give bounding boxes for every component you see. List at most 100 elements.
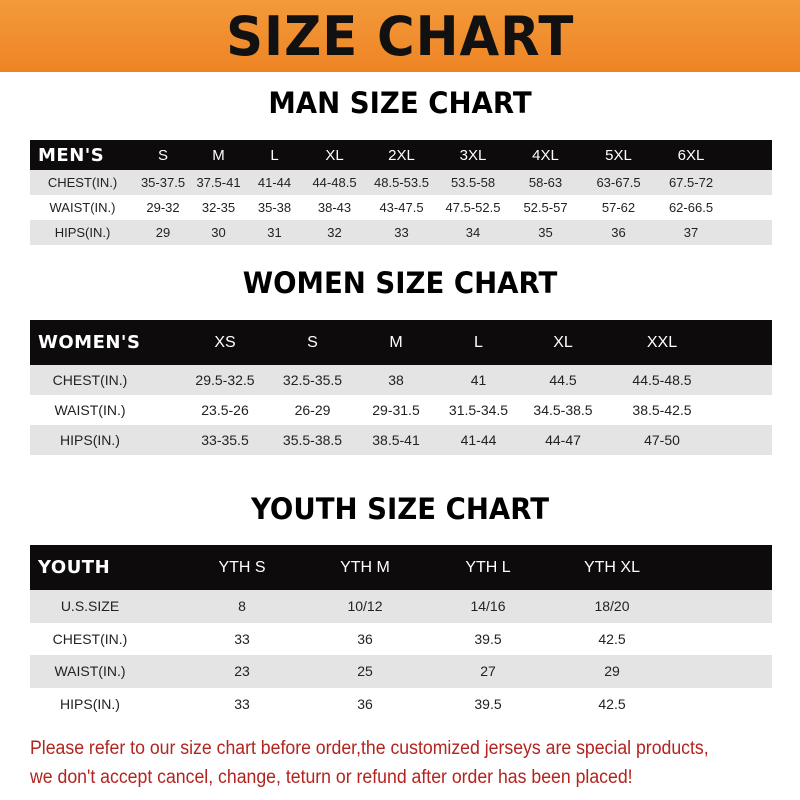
table-cell: 18/20 — [594, 598, 630, 615]
table-cell: 31 — [267, 225, 282, 240]
table-cell: 8 — [238, 598, 246, 615]
size-header-cell: YTH XL — [583, 558, 640, 576]
table-row: WAIST(IN.) 23 25 27 29 — [30, 655, 772, 688]
row-label: CHEST(IN.) — [52, 630, 128, 647]
row-label: HIPS(IN.) — [60, 695, 120, 712]
size-header-cell: XL — [325, 146, 344, 164]
size-header-cell: YTH S — [218, 558, 266, 576]
table-cell: 52.5-57 — [523, 200, 568, 215]
table-cell: 29 — [604, 663, 620, 680]
table-cell: 27 — [480, 663, 496, 680]
table-row: HIPS(IN.) 29 30 31 32 33 34 35 36 37 — [30, 220, 772, 245]
table-cell: 41-44 — [257, 175, 292, 190]
size-header-cell: XXL — [646, 333, 678, 351]
size-header-cell: XL — [553, 333, 573, 351]
table-cell: 32-35 — [201, 200, 236, 215]
row-label: CHEST(IN.) — [52, 372, 128, 388]
table-cell: 53.5-58 — [450, 175, 496, 190]
table-cell: 47-50 — [644, 432, 680, 448]
order-notice-line-2: we don't accept cancel, change, teturn o… — [30, 767, 633, 788]
table-cell: 44.5-48.5 — [632, 372, 692, 388]
women-size-table: WOMEN'S XS S M L XL XXL CHEST(IN.) 29.5-32.5 32.5… — [30, 320, 772, 455]
table-row: HIPS(IN.) 33-35.5 35.5-38.5 38.5-41 41-44 44-… — [30, 425, 772, 455]
table-row: WAIST(IN.) 29-32 32-35 35-38 38-43 43-47.5 47.… — [30, 195, 772, 220]
row-label: HIPS(IN.) — [54, 225, 111, 240]
size-header-cell: S — [157, 146, 168, 164]
table-cell: 29.5-32.5 — [195, 372, 255, 388]
man-section-title: MAN SIZE CHART — [268, 86, 532, 120]
table-cell: 36 — [357, 630, 373, 647]
table-cell: 44-48.5 — [312, 175, 357, 190]
table-cell: 36 — [357, 695, 373, 712]
table-cell: 35.5-38.5 — [282, 432, 343, 448]
table-cell: 42.5 — [598, 630, 626, 647]
table-cell: 47.5-52.5 — [445, 200, 501, 215]
table-cell: 38 — [388, 372, 404, 388]
row-label: HIPS(IN.) — [60, 432, 120, 448]
table-row: CHEST(IN.) 35-37.5 37.5-41 41-44 44-48.5 48.5… — [30, 170, 772, 195]
table-cell: 41 — [470, 372, 487, 388]
table-row: HIPS(IN.) 33 36 39.5 42.5 — [30, 687, 772, 720]
table-cell: 29-32 — [146, 200, 180, 215]
table-cell: 32 — [327, 225, 342, 240]
size-header-cell: M — [389, 333, 403, 351]
row-label: U.S.SIZE — [60, 598, 120, 615]
row-label: CHEST(IN.) — [47, 175, 118, 190]
table-row: WAIST(IN.) 23.5-26 26-29 29-31.5 31.5-34.5 34… — [30, 395, 772, 425]
table-cell: 33 — [234, 630, 250, 647]
table-cell: 42.5 — [598, 695, 626, 712]
table-cell: 25 — [357, 663, 373, 680]
table-cell: 67.5-72 — [668, 175, 714, 190]
table-row: CHEST(IN.) 33 36 39.5 42.5 — [30, 622, 772, 655]
table-cell: 33 — [234, 695, 250, 712]
table-cell: 29 — [155, 225, 171, 240]
table-cell: 10/12 — [347, 598, 383, 615]
table-cell: 48.5-53.5 — [374, 175, 429, 190]
table-header-row: YOUTH YTH S YTH M YTH L YTH XL — [30, 545, 772, 590]
table-cell: 31.5-34.5 — [448, 402, 509, 418]
size-header-cell: 5XL — [605, 146, 632, 164]
table-cell: 58-63 — [528, 175, 563, 190]
table-cell: 35-38 — [257, 200, 292, 215]
table-cell: 62-66.5 — [668, 200, 714, 215]
table-cell: 39.5 — [474, 630, 502, 647]
size-header-cell: 4XL — [532, 146, 559, 164]
table-cell: 29-31.5 — [372, 402, 420, 418]
table-cell: 44.5 — [549, 372, 577, 388]
table-title-cell: MEN'S — [38, 144, 105, 166]
row-label: WAIST(IN.) — [49, 200, 116, 215]
order-notice: Please refer to our size chart before or… — [30, 734, 737, 792]
table-cell: 43-47.5 — [379, 200, 424, 215]
row-label: WAIST(IN.) — [54, 663, 126, 680]
row-label: WAIST(IN.) — [54, 402, 126, 418]
banner: SIZE CHART — [0, 0, 800, 72]
size-header-cell: M — [212, 146, 225, 164]
table-cell: 63-67.5 — [596, 175, 641, 190]
table-cell: 30 — [211, 225, 226, 240]
table-cell: 35-37.5 — [140, 175, 186, 190]
table-cell: 34 — [465, 225, 481, 240]
size-header-cell: L — [474, 333, 483, 351]
table-cell: 36 — [611, 225, 626, 240]
table-cell: 44-47 — [545, 432, 581, 448]
table-row: U.S.SIZE 8 10/12 14/16 18/20 — [30, 590, 772, 623]
table-cell: 23 — [234, 663, 250, 680]
table-cell: 57-62 — [601, 200, 636, 215]
table-cell: 37.5-41 — [196, 175, 241, 190]
table-cell: 33 — [394, 225, 409, 240]
table-cell: 33-35.5 — [201, 432, 249, 448]
table-title-cell: YOUTH — [38, 557, 111, 578]
man-size-table: MEN'S S M L XL 2XL 3XL 4XL 5XL 6XL CHEST(IN.) 35-37… — [30, 140, 772, 245]
table-cell: 38-43 — [317, 200, 352, 215]
order-notice-line-1: Please refer to our size chart before or… — [30, 738, 709, 759]
size-header-cell: S — [307, 333, 318, 351]
size-header-cell: YTH L — [465, 558, 511, 576]
table-cell: 38.5-41 — [372, 432, 420, 448]
youth-section-title: YOUTH SIZE CHART — [250, 492, 550, 526]
table-cell: 41-44 — [460, 432, 497, 448]
size-header-cell: L — [270, 146, 279, 164]
table-title-cell: WOMEN'S — [38, 332, 141, 353]
table-row: CHEST(IN.) 29.5-32.5 32.5-35.5 38 41 44.5 44.5… — [30, 365, 772, 395]
table-cell: 14/16 — [470, 598, 506, 615]
table-cell: 39.5 — [474, 695, 502, 712]
